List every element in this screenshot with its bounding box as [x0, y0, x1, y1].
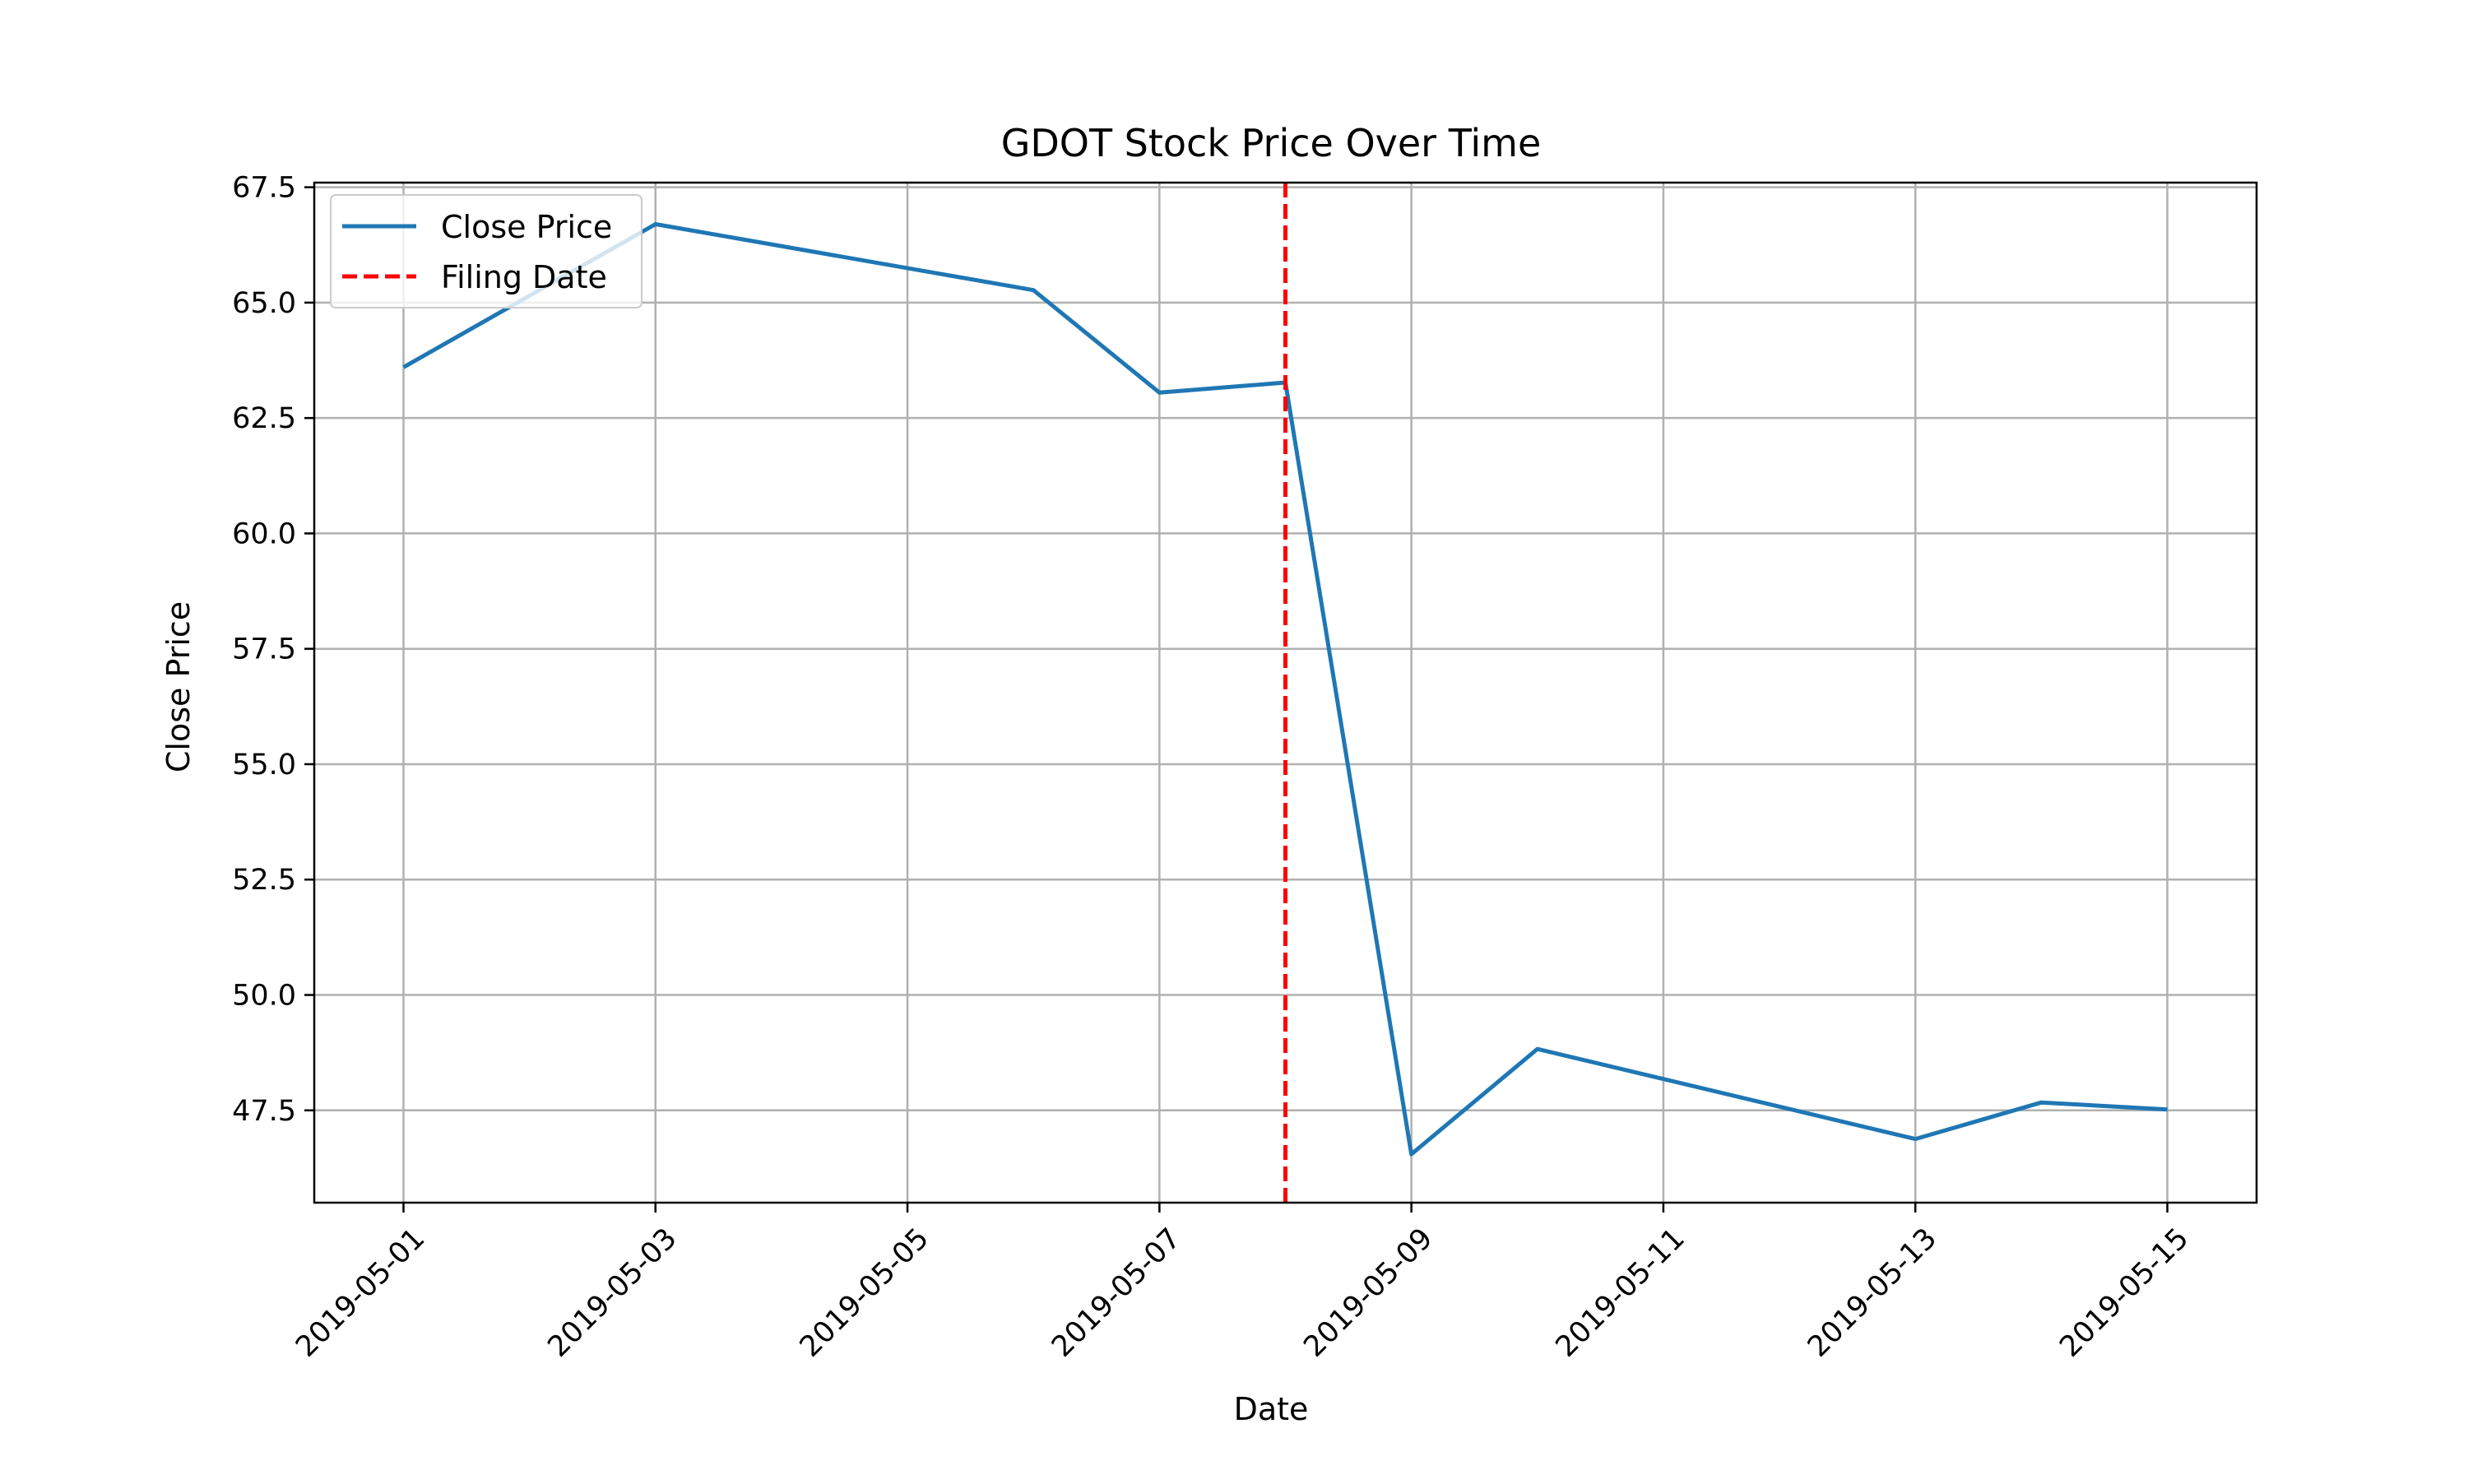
legend: Close Price Filing Date — [331, 195, 642, 308]
y-tick-label: 60.0 — [232, 517, 296, 550]
y-tick-label: 65.0 — [232, 287, 296, 320]
y-tick-label: 52.5 — [232, 864, 296, 897]
y-tick-label: 57.5 — [232, 633, 296, 666]
y-tick-label: 55.0 — [232, 749, 296, 781]
chart-title: GDOT Stock Price Over Time — [1001, 121, 1542, 165]
y-axis-label: Close Price — [160, 601, 197, 772]
y-tick-label: 47.5 — [232, 1095, 296, 1128]
y-tick-label: 67.5 — [232, 172, 296, 205]
y-tick-label: 62.5 — [232, 402, 296, 435]
y-tick-label: 50.0 — [232, 980, 296, 1013]
legend-label-filing-date: Filing Date — [441, 259, 607, 295]
legend-label-close-price: Close Price — [441, 209, 612, 245]
x-axis-label: Date — [1234, 1391, 1309, 1427]
